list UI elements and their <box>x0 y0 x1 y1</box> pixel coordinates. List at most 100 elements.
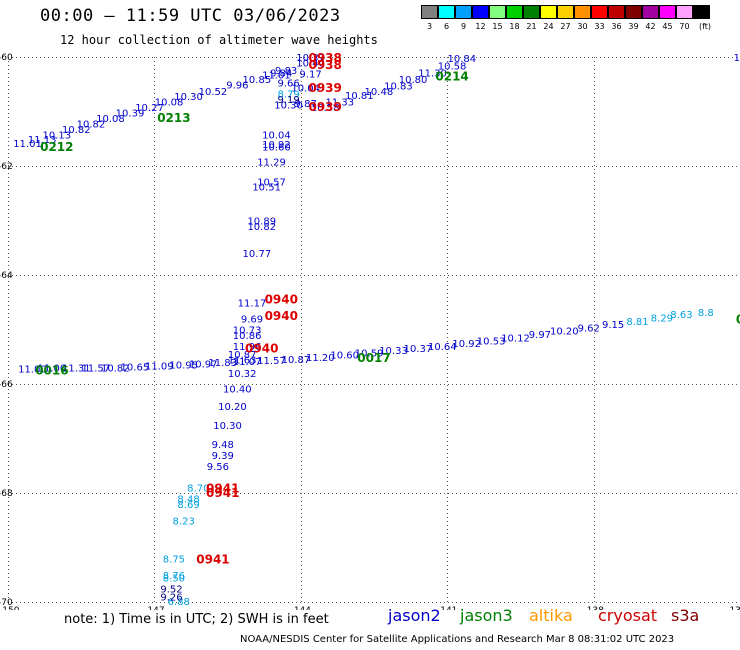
data-label: 10.27 <box>135 103 164 114</box>
scale-swatch <box>693 5 710 19</box>
y-tick-label: -68 <box>0 489 13 499</box>
data-label: 10.30 <box>274 100 303 111</box>
data-label: 10.33 <box>379 346 408 357</box>
scale-swatch <box>421 5 438 19</box>
scale-label: 33 <box>594 22 605 31</box>
scale-label: 70 <box>679 22 690 31</box>
data-label: 8.81 <box>626 317 648 328</box>
scale-swatch <box>489 5 506 19</box>
legend-s3a: s3a <box>671 606 700 625</box>
scale-label: 9 <box>460 22 467 31</box>
data-label: 10.08 <box>155 98 184 109</box>
data-label: 11.30 <box>418 68 447 79</box>
data-label: 10.08 <box>96 114 125 125</box>
data-label: 10.92 <box>262 140 291 151</box>
scale-swatch <box>591 5 608 19</box>
data-label: 0212 <box>40 140 73 154</box>
scale-label: 6 <box>443 22 450 31</box>
legend-cryosat: cryosat <box>598 606 658 625</box>
data-label: 10.04 <box>291 84 320 95</box>
data-label: 8.50 <box>163 573 185 584</box>
data-label: 0016 <box>35 363 68 377</box>
x-tick-label: -13 <box>726 606 740 610</box>
data-label: 10.77 <box>243 249 272 260</box>
data-label: 11.20 <box>306 353 335 364</box>
data-label: 10.32 <box>228 369 257 380</box>
scale-swatch <box>625 5 642 19</box>
data-label: 11.57 <box>82 364 111 375</box>
data-label: 10.20 <box>218 402 247 413</box>
data-label: 8.29 <box>651 314 673 325</box>
scale-label: 18 <box>509 22 520 31</box>
data-label: 8.70 <box>187 484 209 495</box>
scale-label: 45 <box>662 22 673 31</box>
data-label: 10.84 <box>448 54 477 65</box>
data-label: 10.89 <box>247 217 276 228</box>
data-label: 9.96 <box>226 80 248 91</box>
data-label: 10.53 <box>477 336 506 347</box>
data-label: 9.87 <box>295 99 317 110</box>
data-label: 9.39 <box>212 451 234 462</box>
x-tick-label: -147 <box>144 606 164 610</box>
scale-swatch <box>676 5 693 19</box>
scale-label: 3 <box>426 22 433 31</box>
legend-jason3: jason3 <box>460 606 513 625</box>
data-label: 10.51 <box>252 183 281 194</box>
scale-label: 27 <box>560 22 571 31</box>
data-label: 0938 <box>308 51 341 65</box>
data-label: 8.79 <box>277 90 299 101</box>
legend-jason2: jason2 <box>388 606 441 625</box>
scale-unit: (ft) <box>698 22 712 31</box>
y-tick-label: -60 <box>0 53 13 63</box>
data-label: 9.19 <box>277 95 299 106</box>
y-tick-label: -64 <box>0 271 13 281</box>
scale-label: 24 <box>543 22 554 31</box>
data-label: 10.30 <box>174 92 203 103</box>
altimeter-chart: -60 -62 -64 -66 -68 -70-150 -147 -144 -141 -138 -1… <box>0 51 740 610</box>
data-label: 10.37 <box>296 53 325 64</box>
data-label: 10.48 <box>365 87 394 98</box>
data-label: 9.52 <box>160 584 182 595</box>
data-label: 9.26 <box>160 593 182 604</box>
x-tick-label: -144 <box>291 606 312 610</box>
data-label: 10.73 <box>233 326 262 337</box>
data-label: 11.00 <box>38 364 67 375</box>
data-label: 8.63 <box>670 310 692 321</box>
data-label: 10.04 <box>262 130 291 141</box>
data-label: 11.17 <box>238 298 267 309</box>
scale-swatch <box>642 5 659 19</box>
data-label: 9.84 <box>270 68 292 79</box>
data-label: 10.57 <box>257 177 286 188</box>
data-label: 10.39 <box>116 109 145 120</box>
data-label: 10.60 <box>262 142 291 153</box>
data-label: 11.07 <box>233 357 262 368</box>
scale-swatch <box>506 5 523 19</box>
data-label: 9.56 <box>207 462 229 473</box>
data-label: 0941 <box>206 482 239 496</box>
footnote: note: 1) Time is in UTC; 2) SWH is in fe… <box>64 612 329 627</box>
data-label: 10.12 <box>501 334 530 345</box>
data-label: 10.52 <box>199 87 228 98</box>
data-label: 10.30 <box>213 421 242 432</box>
scale-swatch <box>455 5 472 19</box>
scale-label: 21 <box>526 22 537 31</box>
data-label: 11.01 <box>13 139 42 150</box>
data-label: 10.92 <box>452 339 481 350</box>
data-label: 0213 <box>157 111 190 125</box>
data-label: 8.48 <box>177 494 199 505</box>
data-label: 11.00 <box>18 365 47 376</box>
scale-swatch <box>540 5 557 19</box>
data-label: 0940 <box>265 293 298 307</box>
page-subtitle: 12 hour collection of altimeter wave hei… <box>60 33 378 47</box>
data-label: 0 <box>736 313 740 327</box>
data-label: 10.82 <box>101 364 130 375</box>
data-label: 10.87 <box>228 350 257 361</box>
data-label: 10.13 <box>42 130 71 141</box>
data-label: 10.20 <box>550 327 579 338</box>
data-label: 9.48 <box>212 440 234 451</box>
data-label: 11.96 <box>233 342 262 353</box>
scale-swatch <box>659 5 676 19</box>
data-label: 10.83 <box>384 81 413 92</box>
x-tick-label: -150 <box>0 606 20 610</box>
data-label: 11.13 <box>28 135 57 146</box>
